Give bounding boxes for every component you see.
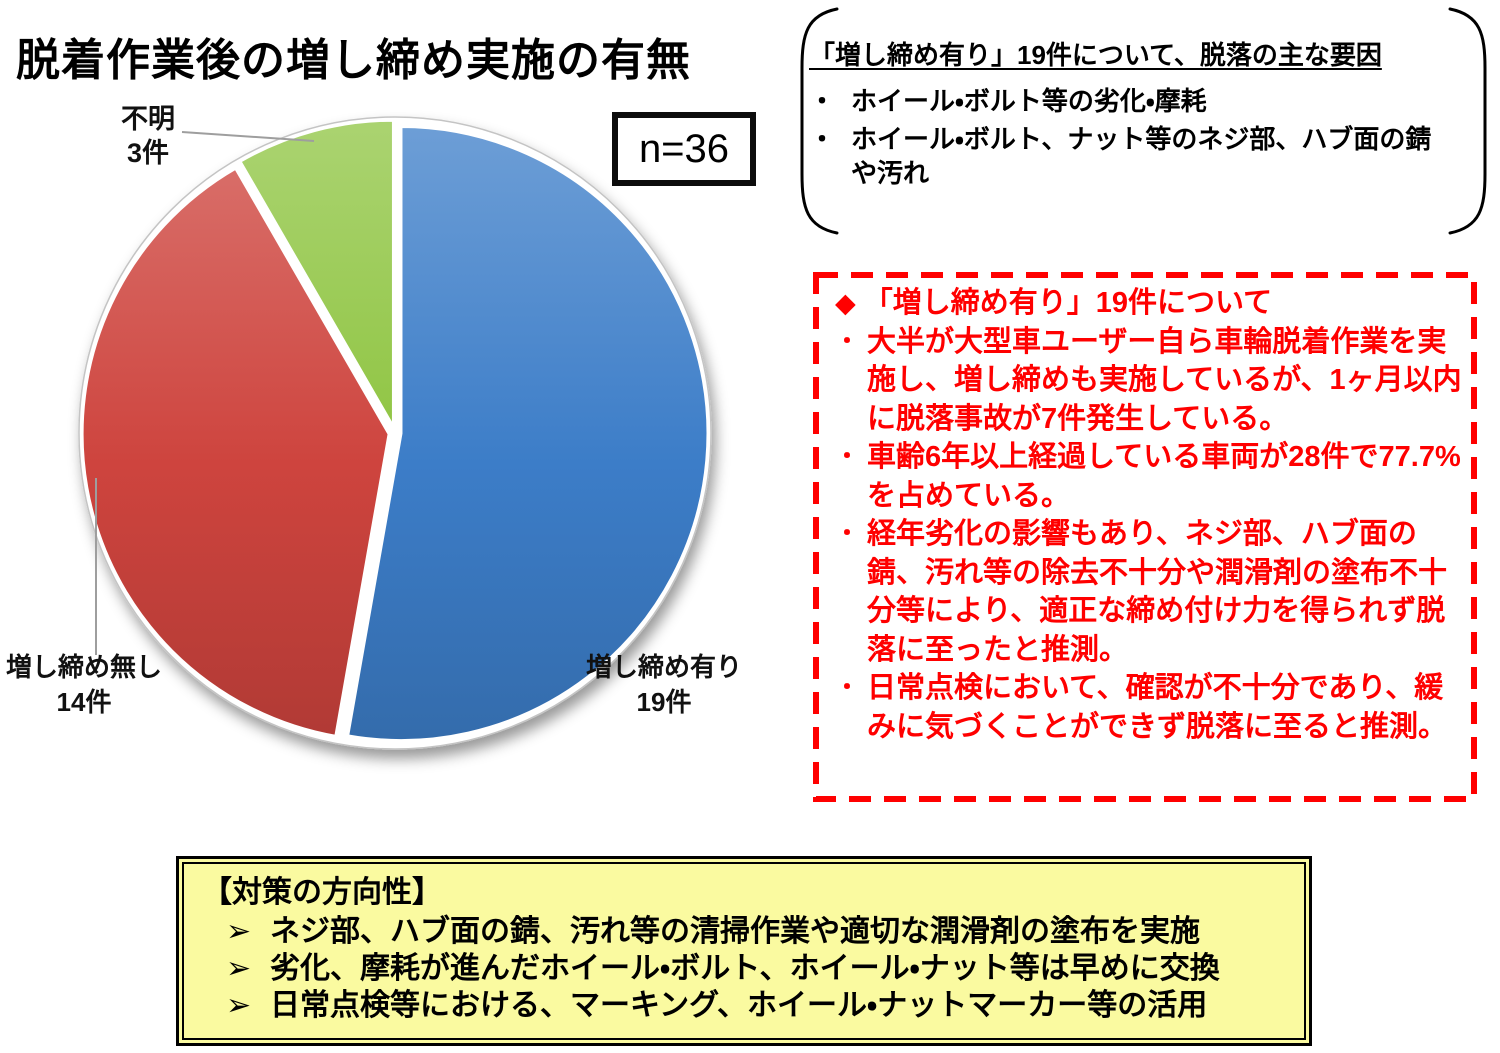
analysis-heading: ◆ 「増し締め有り」19件について [835,284,1465,323]
factors-item: ・ ホイール・ボルト等の劣化・摩耗 [809,86,1207,116]
right-bracket [1448,7,1487,235]
pie-label-yes-count: 19件 [636,687,692,717]
factors-item: ・ ホイール・ボルト、ナット等のネジ部、ハブ面の錆や汚れ [809,124,1432,188]
bullet-icon: ・ [835,443,859,470]
pie-slice-2 [238,118,395,429]
arrow-bullet-icon: ➢ [226,915,252,948]
dashed-border-decoration [813,272,1477,802]
page-title: 脱着作業後の増し締め実施の有無 [16,36,691,85]
factors-box: 「増し締め有り」19件について、脱落の主な要因 ・ ホイール・ボルト等の劣化・摩… [795,4,1492,238]
leader-line-unknown [181,131,315,142]
analysis-item: ・ 大半が大型車ユーザー自ら車輪脱着作業を実施し、増し締めも実施しているが、1ヶ… [835,323,1465,439]
arrow-bullet-icon: ➢ [226,952,252,985]
pie-chart [78,116,712,750]
pie-slices [80,118,710,742]
factors-content: 「増し締め有り」19件について、脱落の主な要因 ・ ホイール・ボルト等の劣化・摩… [809,38,1448,190]
bracket-decoration [800,7,1487,235]
pie-label-retightening-done: 増し締め有り 19件 [572,650,756,720]
analysis-item: ・ 経年劣化の影響もあり、ネジ部、ハブ面の錆、汚れ等の除去不十分や潤滑剤の塗布不… [835,515,1465,669]
measures-item: ➢ 日常点検等における、マーキング、ホイール・ナットマーカー等の活用 [226,989,1208,1022]
pie-label-unknown: 不明 3件 [86,102,210,170]
pie-label-unknown-name: 不明 [121,104,175,134]
measures-inner: 【対策の方向性】 ➢ ネジ部、ハブ面の錆、汚れ等の清掃作業や適切な潤滑剤の塗布を… [182,862,1306,1040]
measures-box: 【対策の方向性】 ➢ ネジ部、ハブ面の錆、汚れ等の清掃作業や適切な潤滑剤の塗布を… [176,856,1312,1046]
measures-item: ➢ 劣化、摩耗が進んだホイール・ボルト、ホイール・ナット等は早めに交換 [226,952,1220,985]
pie-label-no-name: 増し締め無し [5,652,162,682]
measures-item: ➢ ネジ部、ハブ面の錆、汚れ等の清掃作業や適切な潤滑剤の塗布を実施 [226,915,1200,948]
arrow-bullet-icon: ➢ [226,989,252,1022]
diamond-icon: ◆ [835,288,856,318]
pie-slice-0 [346,125,710,742]
sample-size-box: n=36 [612,112,756,186]
bullet-icon: ・ [835,674,859,701]
pie-label-no-retightening: 増し締め無し 14件 [0,650,172,720]
sample-size-label: n=36 [638,126,730,171]
analysis-content: ◆ 「増し締め有り」19件について ・ 大半が大型車ユーザー自ら車輪脱着作業を実… [835,284,1465,746]
analysis-item: ・ 日常点検において、確認が不十分であり、緩みに気づくことができず脱落に至ると推… [835,669,1465,746]
bullet-icon: ・ [835,520,859,547]
bullet-icon: ・ [835,327,859,355]
pie-label-unknown-count: 3件 [126,138,170,168]
bullet-icon: ・ [809,124,836,154]
factors-heading: 「増し締め有り」19件について、脱落の主な要因 [809,40,1382,70]
analysis-box: ◆ 「増し締め有り」19件について ・ 大半が大型車ユーザー自ら車輪脱着作業を実… [813,272,1477,802]
bullet-icon: ・ [809,86,836,116]
pie-label-no-count: 14件 [56,687,112,717]
pie-slice-1 [80,166,391,738]
measures-heading: 【対策の方向性】 [202,876,442,909]
analysis-item: ・ 車齢6年以上経過している車両が28件で77.7%を占めている。 [835,438,1465,515]
pie-label-yes-name: 増し締め有り [585,652,742,682]
left-bracket [800,7,839,235]
